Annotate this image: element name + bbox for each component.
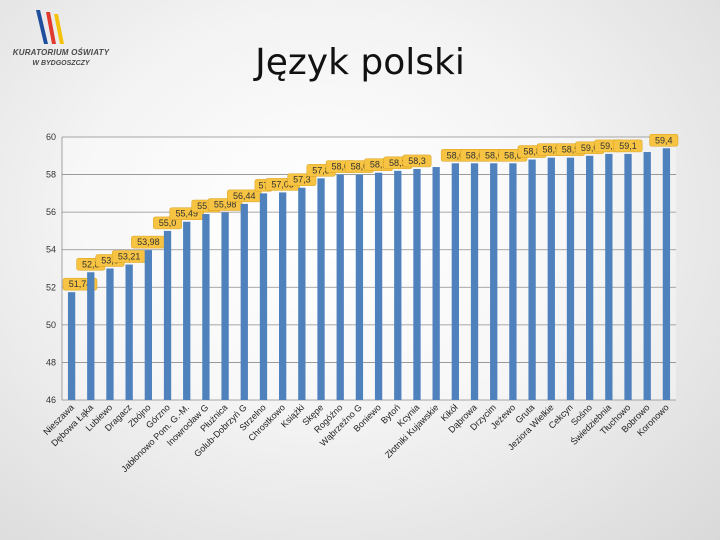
bar	[336, 174, 344, 400]
data-label: 57	[258, 180, 268, 190]
data-label: 59,1	[619, 141, 637, 151]
bar	[106, 268, 114, 400]
bar	[662, 148, 671, 400]
data-label: 58,8	[523, 147, 541, 157]
logo-text-line1: KURATORIUM OŚWIATY	[12, 48, 110, 57]
data-label-box	[613, 139, 643, 153]
data-label: 58,6	[447, 150, 465, 160]
logo-emblem	[36, 10, 64, 44]
data-label: 53,0	[101, 256, 119, 266]
y-tick-label: 58	[46, 170, 56, 180]
y-tick-label: 52	[46, 282, 56, 292]
logo: KURATORIUM OŚWIATY W BYDGOSZCZY	[6, 4, 116, 74]
bar	[144, 250, 152, 400]
bar	[67, 292, 76, 400]
data-label: 58,6	[504, 150, 522, 160]
data-label: 55,98	[214, 200, 237, 210]
bar	[317, 178, 325, 400]
data-label-box	[649, 134, 679, 147]
bar	[547, 157, 555, 400]
data-label: 58,9	[543, 145, 561, 155]
bar	[298, 187, 306, 400]
bar	[125, 264, 133, 400]
data-label: 55,0	[159, 218, 177, 228]
data-label: 55,49	[175, 209, 198, 219]
bar	[643, 152, 651, 400]
data-label: 57,3	[293, 175, 311, 185]
data-label: 57,8	[312, 165, 330, 175]
bar	[586, 155, 594, 400]
data-label: 58,9	[562, 145, 580, 155]
plot-area	[62, 137, 676, 400]
bar	[279, 192, 287, 400]
data-label: 53,98	[137, 237, 160, 247]
data-label: 59,4	[655, 135, 673, 145]
bar	[221, 212, 229, 400]
bar	[87, 272, 95, 400]
bar	[374, 172, 383, 400]
bar	[240, 203, 248, 400]
data-label: 58,6	[466, 150, 484, 160]
bar	[528, 159, 536, 400]
data-label: 58,1	[370, 160, 388, 170]
data-label: 58,6	[485, 150, 503, 160]
data-label: 56,44	[233, 191, 256, 201]
bar	[202, 214, 210, 400]
bar	[451, 163, 459, 400]
slide-title: Język polski	[255, 42, 465, 83]
logo-text-line2: W BYDGOSZCZY	[32, 60, 90, 67]
data-label: 59,0	[581, 143, 599, 153]
data-label: 55,9	[197, 201, 215, 211]
data-label: 57,05	[271, 179, 294, 189]
bar	[394, 170, 402, 400]
data-label: 58,0	[331, 162, 349, 172]
y-tick-label: 50	[46, 320, 56, 330]
y-tick-label: 48	[46, 357, 56, 367]
data-label: 59,1	[600, 141, 618, 151]
bar	[259, 193, 268, 400]
bar	[490, 163, 498, 400]
bar	[183, 221, 191, 400]
data-label: 58,3	[408, 156, 426, 166]
bar	[413, 168, 421, 400]
y-tick-label: 54	[46, 245, 56, 255]
bar	[605, 153, 613, 400]
data-label: 58,2	[389, 158, 407, 168]
y-tick-label: 56	[46, 207, 56, 217]
data-label: 52,8	[82, 259, 100, 269]
bar	[355, 174, 364, 400]
data-label-box	[402, 154, 432, 168]
data-label: 58,0	[351, 162, 369, 172]
bar	[163, 230, 172, 400]
bar	[509, 163, 517, 400]
bar	[566, 157, 575, 400]
data-label: 53,21	[118, 252, 141, 262]
data-label-box	[287, 173, 317, 186]
data-label: 51,74	[69, 279, 92, 289]
bar	[624, 153, 632, 400]
bar	[470, 163, 479, 400]
y-tick-label: 60	[46, 132, 56, 142]
bar	[432, 167, 440, 400]
y-tick-label: 46	[46, 395, 56, 405]
